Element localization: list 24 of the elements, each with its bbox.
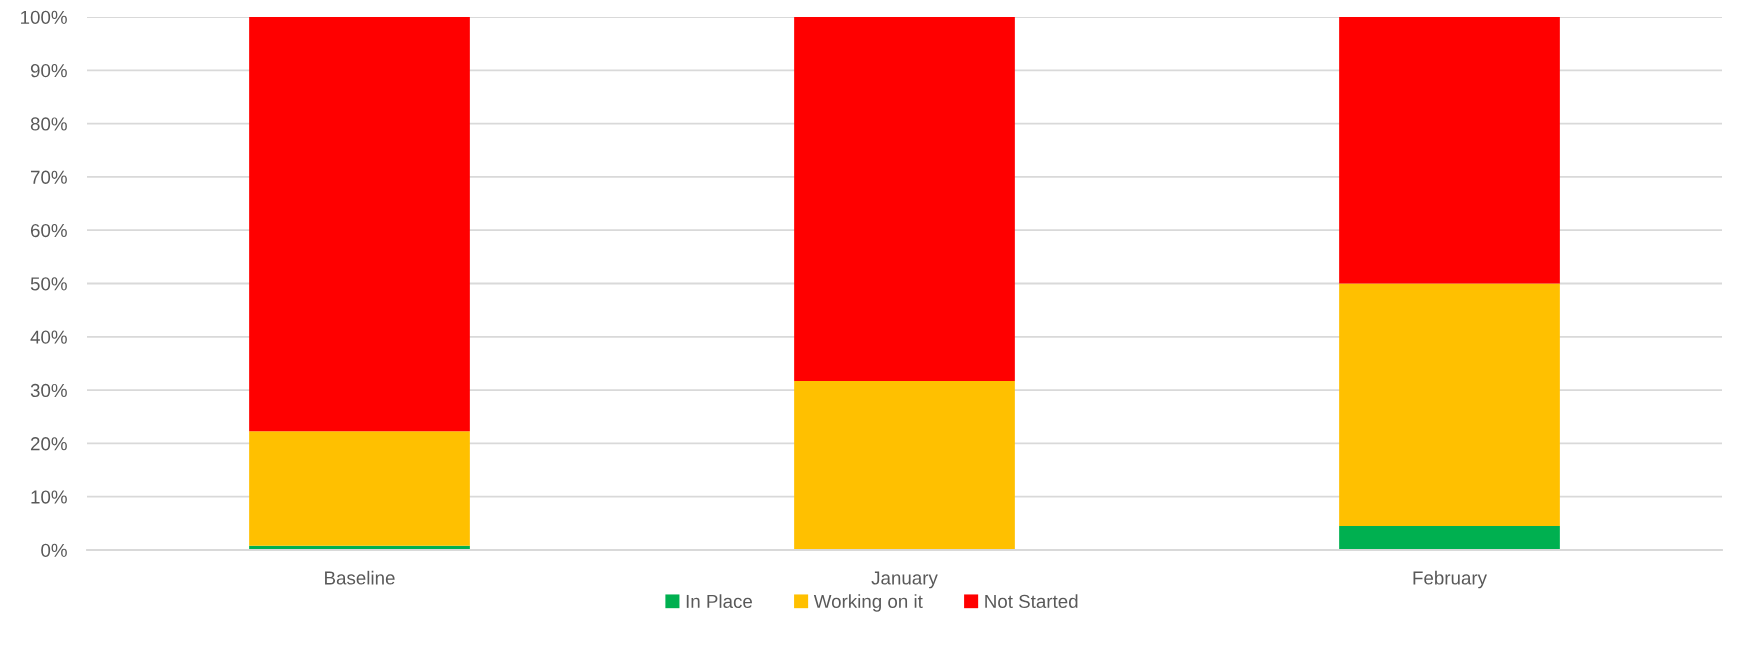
y-tick-label: 20%: [30, 437, 67, 451]
x-tick-label: January: [871, 571, 938, 589]
x-tick-label: February: [1413, 570, 1487, 589]
bar: [794, 17, 1015, 382]
legend-label: Not Started: [985, 594, 1078, 609]
y-tick-label: 80%: [30, 117, 67, 131]
y-tick-label: 90%: [30, 64, 67, 78]
y-tick-label: 60%: [30, 223, 67, 238]
y-tick-label: 0%: [41, 543, 67, 557]
y-tick-label: 70%: [30, 170, 67, 184]
y-tick-label: 100%: [21, 10, 67, 24]
bar: [249, 431, 470, 546]
bar: [1339, 283, 1560, 527]
x-tick-label: Baseline: [325, 570, 395, 585]
bar: [1339, 17, 1560, 284]
legend-label: Working on it: [813, 594, 923, 612]
y-tick-label: 50%: [30, 277, 67, 291]
legend-label: In Place: [686, 594, 752, 609]
bar: [794, 381, 1015, 550]
y-tick-label: 30%: [30, 383, 67, 398]
bar: [1339, 526, 1560, 550]
y-tick-label: 10%: [31, 490, 67, 504]
y-tick-label: 40%: [30, 330, 67, 344]
bar: [249, 17, 470, 432]
